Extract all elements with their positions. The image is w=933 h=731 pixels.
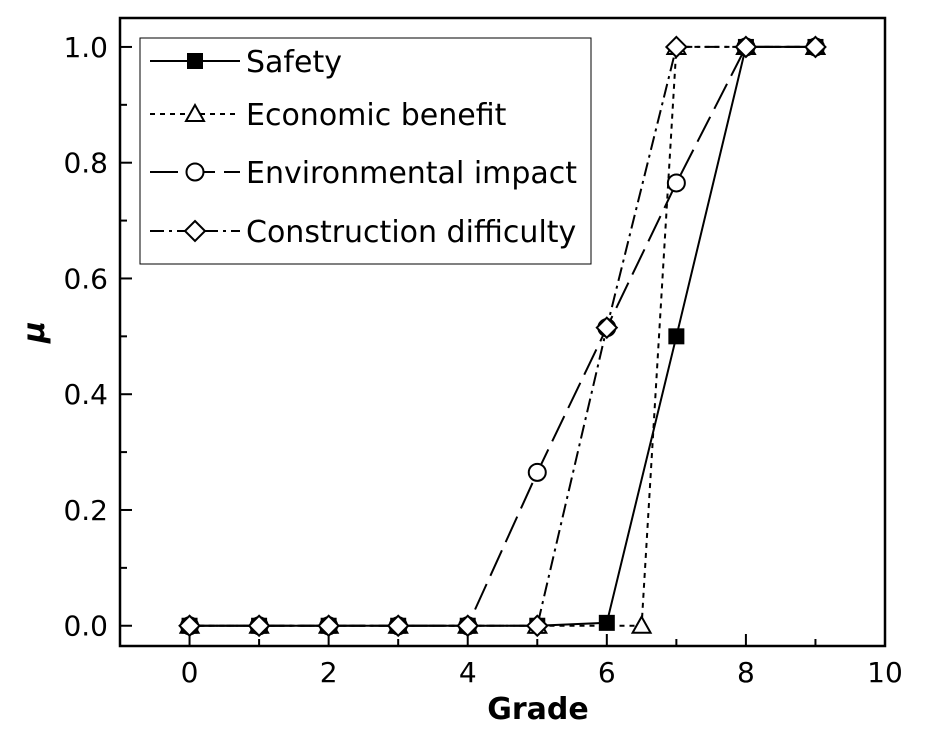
- axis-tick-labels: 0 2 4 6 8 10 0.0 0.2 0.4 0.6 0.8 1.0: [63, 31, 902, 689]
- construction-point: [386, 614, 410, 638]
- construction-point: [456, 614, 480, 638]
- y-tick-label: 0.2: [63, 494, 108, 527]
- safety-point: [598, 614, 615, 631]
- environmental-point: [527, 462, 547, 482]
- x-tick-label: 2: [320, 656, 338, 689]
- construction-point: [525, 614, 549, 638]
- legend-label: Environmental impact: [246, 156, 577, 191]
- legend-label: Economic benefit: [246, 98, 507, 133]
- legend-marker-sample: [184, 102, 206, 122]
- environmental-point: [666, 173, 686, 193]
- x-tick-label: 0: [181, 656, 199, 689]
- y-tick-label: 0.4: [63, 378, 108, 411]
- series-layer: [178, 35, 827, 638]
- plot-frame: [118, 16, 887, 648]
- legend-label: Construction difficulty: [246, 215, 576, 250]
- y-tick-label: 1.0: [63, 31, 108, 64]
- x-tick-label: 4: [459, 656, 477, 689]
- legend-marker-sample: [187, 53, 203, 69]
- legend-marker-sample: [185, 162, 205, 182]
- axis-ticks: [119, 45, 886, 646]
- construction-point: [595, 316, 619, 340]
- legend-label: Safety: [246, 45, 342, 80]
- x-axis-title: Grade: [487, 692, 588, 727]
- x-tick-label: 8: [737, 656, 755, 689]
- construction-difficulty-series-line: [189, 45, 816, 627]
- safety-point: [668, 328, 685, 345]
- legend: Safety Economic benefit Environmental impa…: [139, 37, 592, 265]
- y-tick-label: 0.0: [63, 610, 108, 643]
- construction-point: [317, 614, 341, 638]
- y-axis-title: μ: [17, 321, 52, 344]
- economic-benefit-series-line: [189, 45, 816, 627]
- construction-point: [664, 35, 688, 59]
- y-tick-label: 0.6: [63, 262, 108, 295]
- construction-point: [804, 35, 827, 59]
- economic-point: [630, 614, 653, 634]
- legend-marker-sample: [183, 219, 207, 243]
- construction-point: [178, 614, 201, 638]
- construction-point: [247, 614, 271, 638]
- x-tick-label: 10: [867, 656, 903, 689]
- construction-point: [734, 35, 758, 59]
- legend-box: [139, 37, 592, 265]
- y-tick-label: 0.8: [63, 147, 108, 180]
- x-tick-label: 6: [598, 656, 616, 689]
- construction-difficulty-series: [178, 35, 827, 638]
